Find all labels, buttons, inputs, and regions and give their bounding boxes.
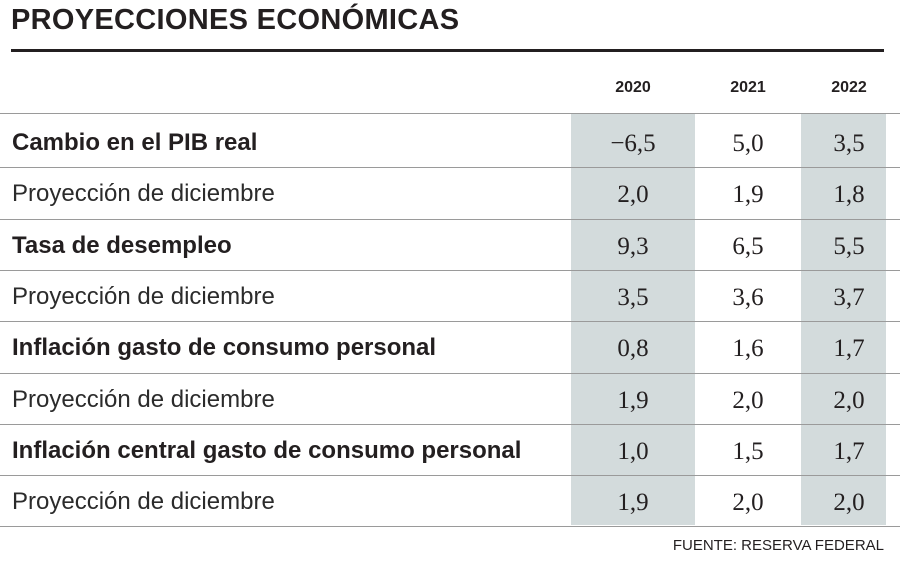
cell-value-2021: 2,0 <box>732 386 764 414</box>
cell-value-2022: 1,7 <box>833 437 865 465</box>
row-label: Proyección de diciembre <box>12 488 275 516</box>
table-row: Inflación central gasto de consumo perso… <box>0 425 900 476</box>
cell-value-2021: 6,5 <box>732 232 764 260</box>
cell-value-2022: 3,7 <box>833 283 865 311</box>
cell-value-2022: 1,8 <box>833 181 865 209</box>
title-divider <box>11 49 884 52</box>
row-divider <box>0 269 900 271</box>
cell-value-2022: 5,5 <box>833 232 865 260</box>
table-row: Cambio en el PIB real −6,5 5,0 3,5 <box>0 117 900 168</box>
row-divider <box>0 167 900 169</box>
row-label: Proyección de diciembre <box>12 180 275 208</box>
cell-value-2022: 2,0 <box>833 386 865 414</box>
row-divider <box>0 423 900 425</box>
table-row: Proyección de diciembre 2,0 1,9 1,8 <box>0 168 900 219</box>
row-label: Inflación gasto de consumo personal <box>12 334 437 362</box>
cell-value-2021: 2,0 <box>732 489 764 517</box>
cell-value-2020: 1,9 <box>617 386 649 414</box>
row-label: Tasa de desempleo <box>12 231 232 259</box>
shaded-column-2020 <box>571 114 695 525</box>
cell-value-2021: 1,6 <box>732 335 764 363</box>
cell-value-2022: 3,5 <box>833 130 865 157</box>
cell-value-2022: 2,0 <box>833 489 865 517</box>
cell-value-2020: 9,3 <box>617 232 649 260</box>
row-divider <box>0 321 900 323</box>
cell-value-2022: 1,7 <box>833 335 865 363</box>
source-note: FUENTE: RESERVA FEDERAL <box>672 537 884 554</box>
table-row: Inflación gasto de consumo personal 0,8 1,… <box>0 322 900 373</box>
shaded-column-2022 <box>801 114 886 525</box>
cell-value-2020: 1,0 <box>617 437 649 465</box>
cell-value-2020: −6,5 <box>610 130 656 157</box>
row-label: Cambio en el PIB real <box>12 129 258 156</box>
column-header-2020: 2020 <box>615 79 651 96</box>
row-label: Proyección de diciembre <box>12 385 275 413</box>
column-header-2022: 2022 <box>831 79 867 96</box>
cell-value-2021: 5,0 <box>732 130 764 157</box>
cell-value-2020: 2,0 <box>617 181 649 209</box>
table-row: Proyección de diciembre 1,9 2,0 2,0 <box>0 374 900 425</box>
row-divider <box>0 526 900 528</box>
column-header-2021: 2021 <box>730 79 766 96</box>
table-row: Proyección de diciembre 1,9 2,0 2,0 <box>0 476 900 527</box>
cell-value-2021: 1,9 <box>732 181 764 209</box>
table-row: Proyección de diciembre 3,5 3,6 3,7 <box>0 271 900 322</box>
row-divider <box>0 475 900 477</box>
table-row: Tasa de desempleo 9,3 6,5 5,5 <box>0 220 900 271</box>
chart-title: PROYECCIONES ECONÓMICAS <box>11 4 460 36</box>
cell-value-2020: 1,9 <box>617 489 649 517</box>
header-divider <box>0 113 900 114</box>
cell-value-2021: 3,6 <box>732 283 764 311</box>
row-divider <box>0 218 900 220</box>
row-label: Inflación central gasto de consumo perso… <box>12 436 522 464</box>
cell-value-2020: 3,5 <box>617 283 649 311</box>
cell-value-2021: 1,5 <box>732 437 764 465</box>
row-divider <box>0 372 900 374</box>
row-label: Proyección de diciembre <box>12 282 275 310</box>
cell-value-2020: 0,8 <box>617 335 649 363</box>
